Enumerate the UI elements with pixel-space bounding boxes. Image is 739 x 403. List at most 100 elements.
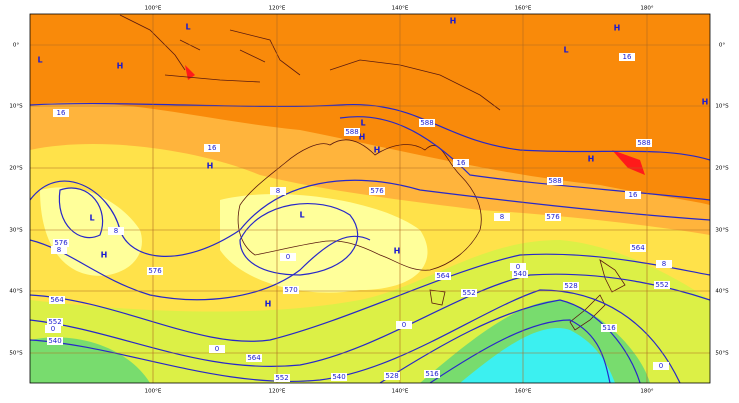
lon-label-top: 100°E	[145, 6, 162, 12]
contour-label: 528	[385, 372, 398, 380]
contour-label: 588	[548, 177, 561, 185]
contour-label: 570	[284, 286, 297, 294]
contour-label-bg	[512, 270, 528, 278]
contour-label-bg	[435, 272, 451, 280]
contour-label: 8	[114, 227, 118, 235]
contour-label-bg	[636, 139, 652, 147]
contour-label: 528	[564, 282, 577, 290]
lat-label-right: 40°S	[715, 289, 729, 295]
field	[30, 14, 710, 383]
contour-label-bg	[45, 325, 61, 333]
pressure-center: H	[117, 62, 124, 71]
contour-label-bg	[453, 159, 469, 167]
contour-label: 0	[215, 345, 219, 353]
pressure-center: H	[588, 155, 595, 164]
contour-label-bg	[625, 191, 641, 199]
contour-label: 540	[332, 373, 345, 381]
contour-label: 0	[51, 325, 55, 333]
contour-label-bg	[47, 337, 63, 345]
contour-label: 540	[48, 337, 61, 345]
contour-label-bg	[51, 246, 67, 254]
lat-label-left: 10°S	[9, 104, 23, 110]
pressure-center: L	[360, 119, 365, 128]
band-light-yellow	[40, 187, 428, 293]
lat-label-left: 30°S	[9, 228, 23, 234]
contour-label: 564	[436, 272, 450, 280]
lat-label-right: 50°S	[715, 351, 729, 357]
contour-label: 588	[420, 119, 433, 127]
contour-label-bg	[204, 144, 220, 152]
contour-label-bg	[654, 281, 670, 289]
lon-label-top: 120°E	[269, 6, 286, 12]
islands	[119, 14, 501, 111]
contour-label: 564	[631, 244, 645, 252]
contour-label-bg	[53, 109, 69, 117]
contour-label-bg	[270, 187, 286, 195]
contour-label-bg	[369, 187, 385, 195]
contour-label-bg	[384, 372, 400, 380]
contour-label-bg	[563, 282, 579, 290]
contour-label: 16	[208, 144, 217, 152]
contour-label-bg	[510, 263, 526, 271]
lat-label-right: 20°S	[715, 166, 729, 172]
contour-label-bg	[147, 267, 163, 275]
lat-label-left: 20°S	[9, 166, 23, 172]
contour-label-bg	[108, 227, 124, 235]
contour-label: 576	[546, 213, 560, 221]
tasmania	[429, 289, 446, 306]
pressure-center: H	[614, 24, 621, 33]
lat-label-left: 40°S	[9, 289, 23, 295]
contour-label: 0	[659, 362, 663, 370]
contour-label-bg	[47, 318, 63, 326]
contour-label: 588	[345, 128, 358, 136]
contour-label-bg	[49, 296, 65, 304]
contour-label-bg	[396, 321, 412, 329]
lon-label-top: 160°E	[515, 6, 532, 12]
contour-label-bg	[344, 128, 360, 136]
contour-label-bg	[461, 289, 477, 297]
lon-label-bottom: 180°	[640, 389, 653, 395]
lat-label-right: 10°S	[715, 104, 729, 110]
lon-label-top: 140°E	[392, 6, 409, 12]
pressure-center: L	[563, 46, 568, 55]
contour-label: 0	[402, 321, 406, 329]
contour-label: 576	[54, 239, 68, 247]
contour-label: 16	[629, 191, 638, 199]
pressure-center: H	[374, 146, 381, 155]
contour-label: 16	[57, 109, 66, 117]
contour-label: 552	[48, 318, 61, 326]
frame	[29, 13, 711, 384]
contour-label-bg	[545, 213, 561, 221]
contour-label-bg	[419, 119, 435, 127]
contour-label: 552	[655, 281, 668, 289]
contour-label-bg	[619, 53, 635, 61]
lon-label-bottom: 140°E	[392, 389, 409, 395]
contour-label: 8	[57, 246, 61, 254]
contour-label: 8	[662, 260, 666, 268]
contour-label-bg	[656, 260, 672, 268]
contour-label: 552	[462, 289, 475, 297]
pressure-center: H	[394, 247, 401, 256]
contour-label-bg	[424, 370, 440, 378]
pressure-center: L	[89, 214, 94, 223]
contour-label: 576	[148, 267, 162, 275]
contour-label-bg	[283, 286, 299, 294]
contour-label-bg	[53, 239, 69, 247]
contour-label-bg	[331, 373, 347, 381]
contour-label: 564	[247, 354, 261, 362]
lon-label-top: 180°	[640, 6, 653, 12]
contour-label-bg	[653, 362, 669, 370]
contour-label-bg	[274, 374, 290, 382]
lat-label-left: 0°	[13, 43, 19, 49]
lat-label-left: 50°S	[9, 351, 23, 357]
pressure-center: H	[207, 162, 214, 171]
pressure-center: H	[101, 251, 108, 260]
contour-label: 8	[276, 187, 280, 195]
contour-label-bg	[209, 345, 225, 353]
australia	[237, 139, 482, 271]
lat-label-right: 30°S	[715, 228, 729, 234]
contour-label: 0	[516, 263, 520, 271]
lon-label-bottom: 160°E	[515, 389, 532, 395]
contour-label: 540	[513, 270, 526, 278]
